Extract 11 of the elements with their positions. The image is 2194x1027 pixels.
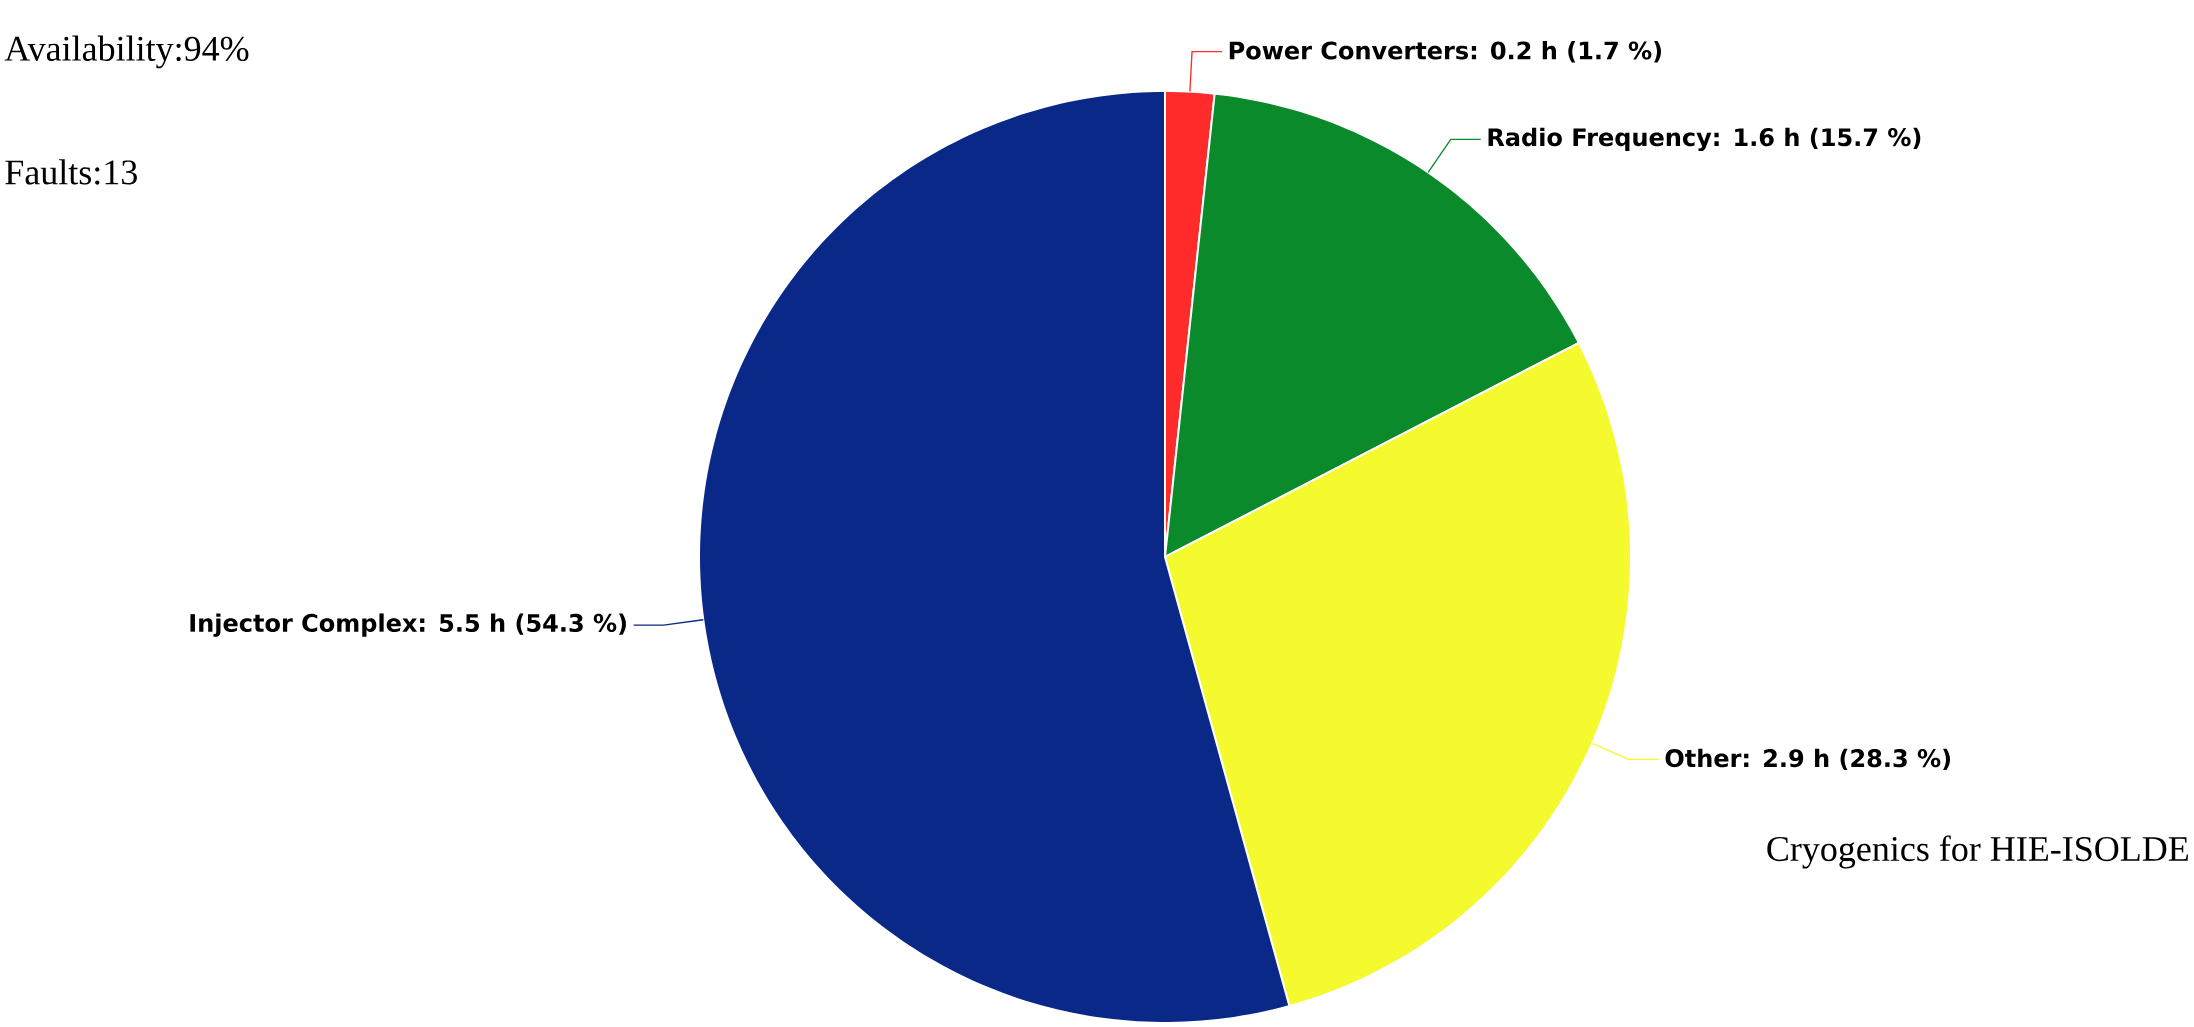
slice-label: Power Converters (1229, 41, 1469, 60)
text: Faults:13 (5, 159, 137, 185)
text: Availability:94% (4, 35, 249, 69)
text: Cryogenics for HIE-ISOLDE (1767, 835, 2188, 869)
data-label: : 0.2 h (1.7 %) (1471, 41, 1662, 63)
slice-label: Injector Complex (190, 613, 418, 637)
data-label: : 5.5 h (54.3 %) (420, 613, 626, 635)
slice-label: Other (1665, 748, 1742, 768)
data-label: : 1.6 h (15.7 %) (1714, 127, 1921, 150)
slice-label: Radio Frequency (1488, 127, 1712, 152)
data-label: : 2.9 h (28.3 %) (1744, 748, 1950, 771)
